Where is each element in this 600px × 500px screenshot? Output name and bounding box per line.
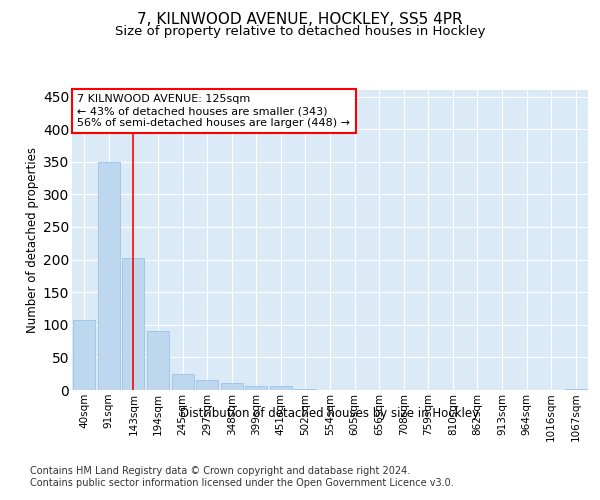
Bar bbox=[172, 374, 194, 390]
Bar bbox=[147, 332, 169, 390]
Text: Contains HM Land Registry data © Crown copyright and database right 2024.: Contains HM Land Registry data © Crown c… bbox=[30, 466, 410, 476]
Text: 7, KILNWOOD AVENUE, HOCKLEY, SS5 4PR: 7, KILNWOOD AVENUE, HOCKLEY, SS5 4PR bbox=[137, 12, 463, 28]
Bar bbox=[245, 386, 268, 390]
Bar bbox=[221, 384, 243, 390]
Text: 7 KILNWOOD AVENUE: 125sqm
← 43% of detached houses are smaller (343)
56% of semi: 7 KILNWOOD AVENUE: 125sqm ← 43% of detac… bbox=[77, 94, 350, 128]
Bar bbox=[565, 388, 587, 390]
Text: Size of property relative to detached houses in Hockley: Size of property relative to detached ho… bbox=[115, 25, 485, 38]
Text: Contains public sector information licensed under the Open Government Licence v3: Contains public sector information licen… bbox=[30, 478, 454, 488]
Bar bbox=[73, 320, 95, 390]
Bar bbox=[98, 162, 120, 390]
Bar bbox=[122, 258, 145, 390]
Y-axis label: Number of detached properties: Number of detached properties bbox=[26, 147, 38, 333]
Bar bbox=[270, 386, 292, 390]
Bar bbox=[196, 380, 218, 390]
Text: Distribution of detached houses by size in Hockley: Distribution of detached houses by size … bbox=[181, 408, 479, 420]
